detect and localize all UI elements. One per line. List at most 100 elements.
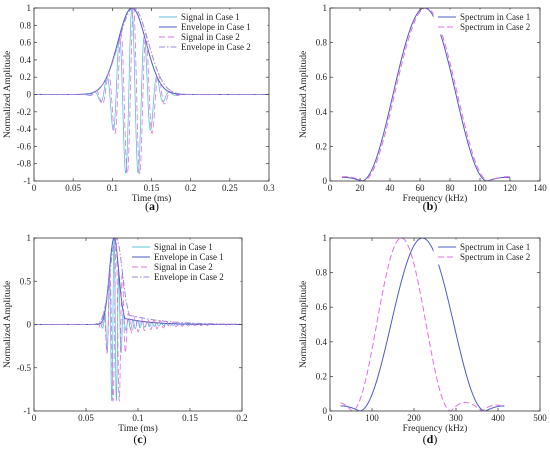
x-tick-label: 0.05 — [78, 413, 94, 423]
panel-label-open: ( — [133, 432, 137, 446]
legend-box — [433, 9, 539, 35]
chart-panel-b: 0 20 40 60 80 100 120 140 0 0.2 0.4 0.6 0.8 1 Frequenc… — [299, 3, 547, 213]
chart-panel-a: 0 0.05 0.1 0.15 0.2 0.25 0.3 -1 -0.8 -0.6 -0.4 -0.2… — [3, 3, 275, 213]
series-line-4 — [34, 8, 269, 95]
x-tick-label: 0.3 — [263, 183, 275, 193]
panel-label-open: ( — [423, 199, 427, 213]
x-axis-label: Frequency (kHz) — [403, 423, 468, 434]
x-tick-label: 500 — [533, 413, 547, 423]
legend-entry: Envelope in Case 1 — [181, 22, 251, 32]
y-axis-label: Normalized Amplitude — [3, 281, 13, 368]
x-tick-label: 0.2 — [185, 183, 196, 193]
legend-box — [433, 239, 539, 265]
y-tick-label: 1 — [323, 233, 328, 243]
x-tick-label: 0.05 — [65, 183, 81, 193]
y-tick-label: 0.6 — [20, 38, 32, 48]
y-tick-label: -0.5 — [17, 363, 32, 373]
y-tick-label: -0.4 — [17, 124, 32, 134]
y-tick-label: 0 — [27, 320, 32, 330]
y-tick-label: 0.5 — [20, 276, 32, 286]
x-tick-label: 400 — [491, 413, 505, 423]
y-tick-label: -0.2 — [17, 107, 31, 117]
series-line-2 — [340, 238, 505, 411]
series-line-2 — [341, 8, 511, 181]
y-axis-label: Normalized Amplitude — [299, 281, 309, 368]
legend-entry: Spectrum in Case 2 — [460, 252, 530, 262]
y-tick-label: 0.4 — [316, 337, 328, 347]
x-axis-label: Time (ms) — [118, 423, 158, 434]
x-tick-label: 0 — [328, 183, 333, 193]
x-tick-label: 120 — [503, 183, 517, 193]
y-tick-label: -1 — [24, 406, 32, 416]
x-tick-label: 200 — [407, 413, 421, 423]
legend-entry: Spectrum in Case 2 — [460, 22, 530, 32]
x-axis-label: Time (ms) — [132, 193, 172, 204]
x-tick-label: 0.15 — [144, 183, 160, 193]
x-axis-label: Frequency (kHz) — [403, 193, 468, 204]
legend-entry: Signal in Case 2 — [181, 32, 240, 42]
x-tick-label: 100 — [473, 183, 487, 193]
y-tick-label: 1 — [27, 3, 32, 13]
y-tick-label: 0.6 — [316, 72, 328, 82]
axes-frame — [329, 237, 541, 412]
y-tick-label: 0.8 — [316, 268, 328, 278]
axes-frame — [329, 7, 541, 182]
x-tick-label: 80 — [446, 183, 456, 193]
y-tick-label: 0 — [323, 406, 328, 416]
y-tick-label: 0.2 — [316, 371, 327, 381]
panel-label-close: ) — [155, 199, 159, 213]
x-tick-label: 0 — [328, 413, 333, 423]
legend-entry: Signal in Case 1 — [154, 242, 213, 252]
y-axis-label: Normalized Amplitude — [3, 51, 13, 138]
legend-entry: Signal in Case 1 — [181, 12, 240, 22]
y-tick-label: 0.8 — [20, 20, 32, 30]
series-line-3 — [34, 238, 242, 403]
series-line-4 — [34, 238, 242, 325]
panel-label-close: ) — [143, 432, 147, 446]
y-tick-label: -1 — [24, 176, 32, 186]
x-tick-label: 100 — [365, 413, 379, 423]
legend-entry: Spectrum in Case 1 — [460, 12, 530, 22]
panel-label: (c) — [133, 432, 146, 446]
x-tick-label: 0.1 — [132, 413, 143, 423]
x-tick-label: 60 — [416, 183, 426, 193]
y-tick-label: 0.2 — [316, 141, 327, 151]
y-tick-label: 0.6 — [316, 302, 328, 312]
legend-entry: Signal in Case 2 — [154, 262, 213, 272]
y-tick-label: -0.6 — [17, 141, 32, 151]
panel-label-letter: c — [137, 432, 143, 446]
x-tick-label: 0 — [32, 183, 37, 193]
chart-panel-d: 0 100 200 300 400 500 0 0.2 0.4 0.6 0.8 1 Frequency … — [299, 233, 547, 446]
panel-label-open: ( — [145, 199, 149, 213]
x-tick-label: 140 — [533, 183, 547, 193]
panel-label-letter: a — [149, 199, 155, 213]
panel-label-close: ) — [433, 432, 437, 446]
panel-label: (a) — [145, 199, 159, 213]
panel-label: (d) — [423, 432, 438, 446]
y-tick-label: 0 — [323, 176, 328, 186]
y-tick-label: 0.8 — [316, 38, 328, 48]
y-tick-label: -0.8 — [17, 159, 32, 169]
legend-entry: Envelope in Case 2 — [181, 42, 251, 52]
chart-panel-c: 0 0.05 0.1 0.15 0.2 -1 -0.5 0 0.5 1 Time (ms) Norma… — [3, 233, 248, 446]
x-tick-label: 40 — [386, 183, 396, 193]
panel-label-open: ( — [423, 432, 427, 446]
y-tick-label: 0.2 — [20, 72, 31, 82]
legend-entry: Envelope in Case 1 — [154, 252, 224, 262]
y-tick-label: 1 — [323, 3, 328, 13]
y-tick-label: 0 — [27, 90, 32, 100]
y-tick-label: 0.4 — [316, 107, 328, 117]
series-line-1 — [340, 238, 505, 411]
x-tick-label: 300 — [449, 413, 463, 423]
legend-entry: Spectrum in Case 1 — [460, 242, 530, 252]
y-axis-label: Normalized Amplitude — [299, 51, 309, 138]
panel-label-close: ) — [433, 199, 437, 213]
panel-label: (b) — [423, 199, 438, 213]
x-tick-label: 0.2 — [236, 413, 247, 423]
x-tick-label: 0 — [32, 413, 37, 423]
y-tick-label: 0.4 — [20, 55, 32, 65]
